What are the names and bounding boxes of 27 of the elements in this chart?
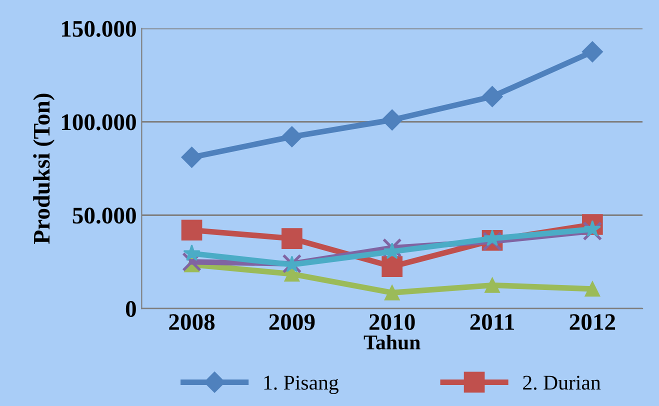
y-tick-label: 150.000 [62,20,136,37]
x-tick-label: 2009 [269,314,315,330]
point [281,126,302,148]
legend-label: 1. Pisang [264,376,338,394]
point [384,285,400,300]
point [482,86,503,108]
point [584,220,602,237]
x-tick-label: 2008 [169,314,215,330]
legend-label: 2. Durian [523,376,601,390]
point [282,228,302,249]
y-tick-label: 0 [126,301,136,317]
point [582,221,602,241]
x-tick-label: 2011 [470,314,514,330]
point [584,281,600,297]
point [484,278,500,293]
point [183,244,200,261]
point [181,220,202,241]
y-axis-title: Produksi (Ton) [33,94,55,244]
y-tick-label: 50.000 [72,208,136,224]
y-tick-label: 100.000 [62,114,136,130]
point [382,256,403,277]
point [582,41,603,62]
x-tick-label: 2012 [570,314,616,330]
point [382,109,403,130]
x-axis-title: Tahun [364,334,420,350]
x-tick-label: 2010 [369,314,415,330]
point [181,146,202,168]
